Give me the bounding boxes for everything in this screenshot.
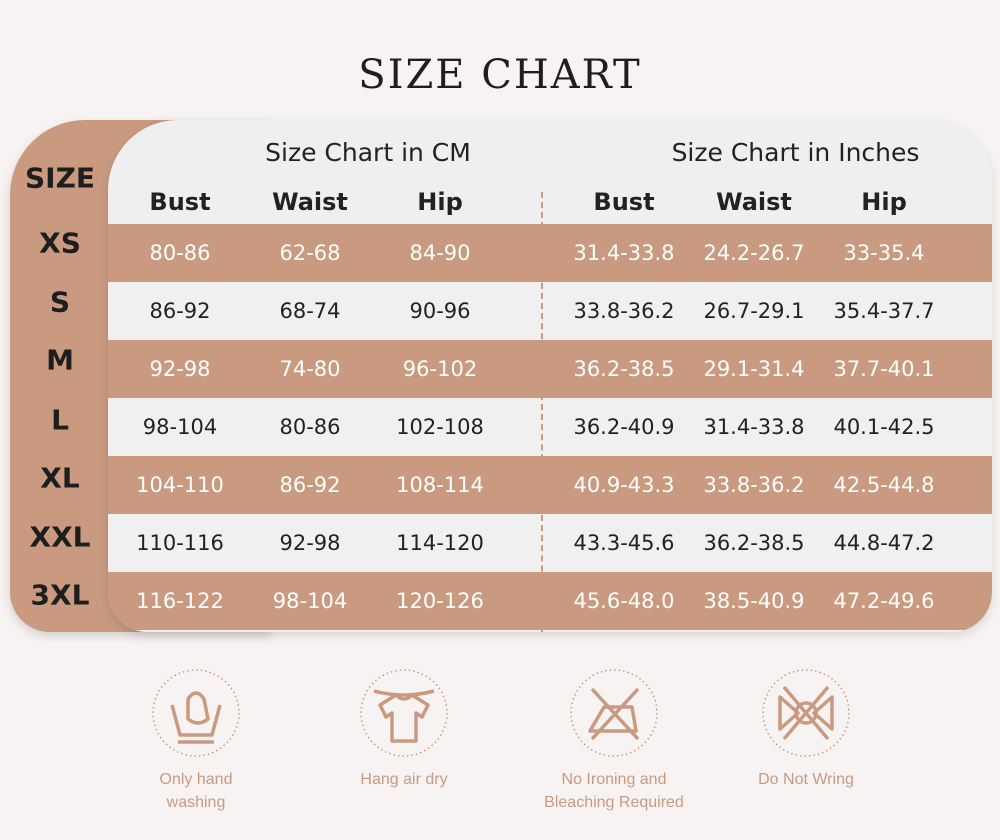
hang-dry-icon	[360, 669, 448, 757]
table-row: 86-92 68-74 90-96 33.8-36.2 26.7-29.1 35.4-37…	[108, 282, 992, 340]
table-cell: 38.5-40.9	[703, 589, 805, 613]
table-row: 104-110 86-92 108-114 40.9-43.3 33.8-36.2 42.…	[108, 456, 992, 514]
size-table: Size Chart in CM Size Chart in Inches 80…	[108, 120, 992, 632]
table-cell: 47.2-49.6	[833, 589, 935, 613]
table-row: 92-98 74-80 96-102 36.2-38.5 29.1-31.4 37.7-4…	[108, 340, 992, 398]
table-cell: 74-80	[279, 357, 341, 381]
table-cell: 29.1-31.4	[703, 357, 805, 381]
table-cell: 120-126	[396, 589, 484, 613]
table-cell: 45.6-48.0	[573, 589, 675, 613]
table-cell: 42.5-44.8	[833, 473, 935, 497]
no-iron-icon	[570, 669, 658, 757]
table-row: 98-104 80-86 102-108 36.2-40.9 31.4-33.8 40.1…	[108, 398, 992, 456]
size-label: L	[51, 403, 69, 437]
table-cell: 86-92	[279, 473, 341, 497]
table-cell: 110-116	[136, 531, 224, 555]
table-cell: 36.2-38.5	[573, 357, 675, 381]
column-header: Bust	[149, 188, 211, 216]
size-label: M	[46, 343, 74, 377]
care-item: No Ironing and Bleaching Required	[514, 668, 714, 814]
table-cell: 92-98	[279, 531, 341, 555]
table-cell: 35.4-37.7	[833, 299, 935, 323]
column-header: Hip	[417, 188, 463, 216]
table-cell: 43.3-45.6	[573, 531, 675, 555]
group-header-cm: Size Chart in CM	[265, 138, 471, 167]
table-cell: 33.8-36.2	[703, 473, 805, 497]
table-cell: 98-104	[272, 589, 348, 613]
table-cell: 116-122	[136, 589, 224, 613]
table-cell: 40.1-42.5	[833, 415, 935, 439]
table-cell: 114-120	[396, 531, 484, 555]
table-cell: 24.2-26.7	[703, 241, 805, 265]
size-label: XL	[40, 461, 80, 495]
table-cell: 31.4-33.8	[573, 241, 675, 265]
table-row: 80-86 62-68 84-90 31.4-33.8 24.2-26.7 33-35.4	[108, 224, 992, 282]
column-header: Waist	[272, 188, 348, 216]
column-header: Hip	[861, 188, 907, 216]
table-cell: 40.9-43.3	[573, 473, 675, 497]
table-cell: 80-86	[279, 415, 341, 439]
column-header: Waist	[716, 188, 792, 216]
table-row: 110-116 92-98 114-120 43.3-45.6 36.2-38.5 44.…	[108, 514, 992, 572]
care-label: No Ironing and	[561, 771, 667, 788]
table-cell: 90-96	[409, 299, 471, 323]
size-header: SIZE	[24, 161, 95, 195]
page-title: SIZE CHART	[358, 52, 642, 98]
hand-wash-icon	[152, 669, 240, 757]
table-cell: 31.4-33.8	[703, 415, 805, 439]
table-cell: 108-114	[396, 473, 484, 497]
size-label: XXL	[29, 520, 91, 554]
table-cell: 104-110	[136, 473, 224, 497]
care-item: Hang air dry	[304, 668, 504, 791]
care-item: Only hand washing	[96, 668, 296, 814]
size-label: 3XL	[30, 578, 90, 612]
table-cell: 92-98	[149, 357, 211, 381]
table-cell: 96-102	[402, 357, 478, 381]
care-label: Do Not Wring	[758, 771, 854, 788]
size-label: S	[49, 285, 71, 319]
no-wring-icon	[762, 669, 850, 757]
care-label: Hang air dry	[360, 771, 448, 788]
table-cell: 86-92	[149, 299, 211, 323]
table-cell: 44.8-47.2	[833, 531, 935, 555]
group-header-inches: Size Chart in Inches	[671, 138, 920, 167]
care-label: Bleaching Required	[544, 794, 684, 811]
table-cell: 68-74	[279, 299, 341, 323]
table-cell: 37.7-40.1	[833, 357, 935, 381]
divider	[541, 192, 543, 632]
size-label: XS	[39, 226, 81, 260]
table-cell: 80-86	[149, 241, 211, 265]
table-cell: 98-104	[142, 415, 218, 439]
table-cell: 36.2-40.9	[573, 415, 675, 439]
table-row: 116-122 98-104 120-126 45.6-48.0 38.5-40.9 47…	[108, 572, 992, 630]
table-cell: 33-35.4	[843, 241, 925, 265]
care-item: Do Not Wring	[706, 668, 906, 791]
table-cell: 36.2-38.5	[703, 531, 805, 555]
table-cell: 62-68	[279, 241, 341, 265]
care-label: Only hand	[159, 771, 233, 788]
table-cell: 84-90	[409, 241, 471, 265]
table-cell: 102-108	[396, 415, 484, 439]
column-header: Bust	[593, 188, 655, 216]
table-cell: 26.7-29.1	[703, 299, 805, 323]
table-cell: 33.8-36.2	[573, 299, 675, 323]
care-label: washing	[166, 794, 226, 811]
